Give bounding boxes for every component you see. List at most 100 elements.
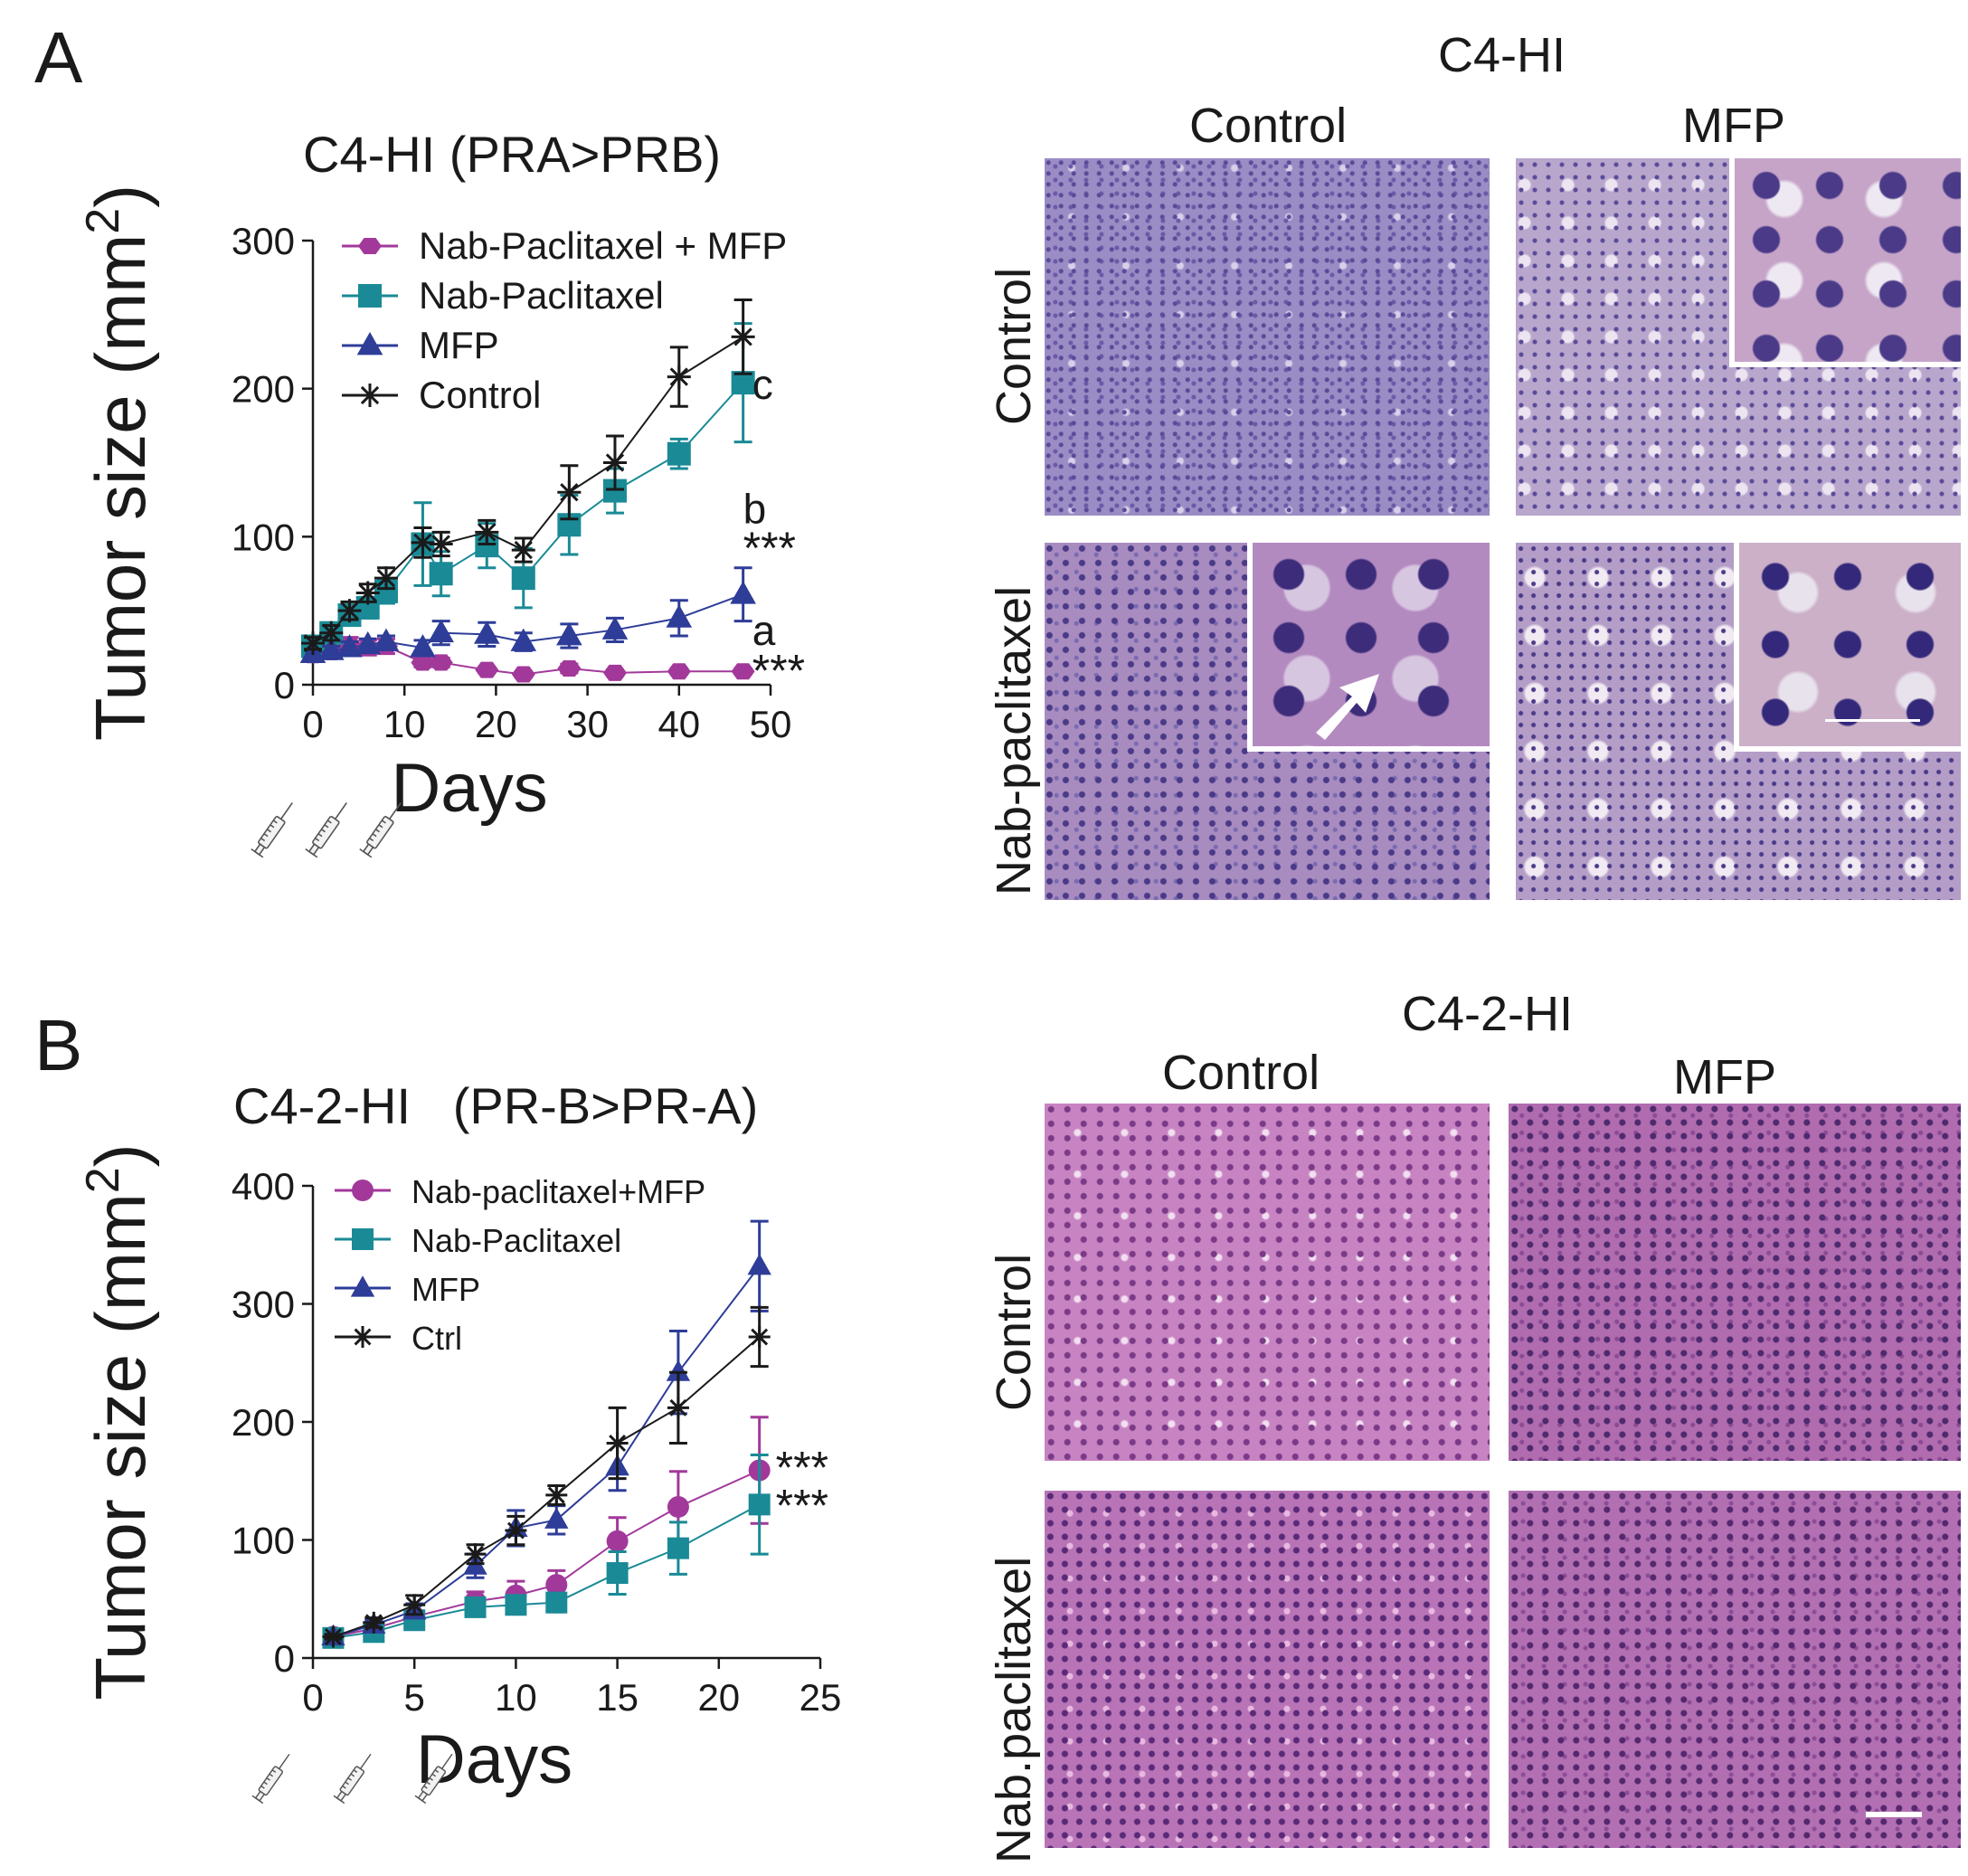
legend-item: MFP — [335, 1271, 480, 1308]
y-tick-label: 100 — [232, 1520, 295, 1562]
micrograph-b-nab-control — [1045, 1491, 1490, 1848]
y-axis-label: Tumor size (mm2) — [77, 1143, 160, 1700]
legend-label: MFP — [419, 324, 499, 366]
data-point — [374, 566, 398, 591]
data-point — [411, 654, 435, 671]
histology-a-col-label-control: Control — [1189, 99, 1348, 153]
data-point — [731, 325, 755, 349]
legend-marker — [352, 1326, 374, 1348]
data-point — [606, 1432, 629, 1454]
data-point — [545, 1483, 568, 1506]
data-point — [667, 1495, 689, 1518]
data-point — [557, 660, 582, 677]
data-point — [475, 520, 499, 545]
data-point — [544, 1507, 569, 1529]
data-point — [355, 581, 380, 605]
data-point — [667, 1397, 689, 1419]
annotation: *** — [776, 1480, 828, 1530]
legend-marker — [352, 1180, 374, 1201]
micrograph-b-control-mfp — [1509, 1104, 1961, 1461]
x-tick-label: 0 — [302, 1676, 323, 1719]
micrograph-b-control-control — [1045, 1104, 1490, 1461]
data-point — [363, 1611, 385, 1634]
y-tick-label: 0 — [274, 1637, 295, 1680]
data-point — [429, 562, 453, 586]
histology-b-col-label-control: Control — [1162, 1046, 1320, 1100]
data-point — [410, 634, 436, 658]
x-tick-label: 20 — [697, 1676, 740, 1719]
legend-item: Nab-paclitaxel+MFP — [335, 1173, 705, 1210]
data-point — [556, 622, 582, 646]
syringe-icon — [359, 802, 402, 858]
axes — [302, 239, 772, 696]
data-point — [511, 566, 535, 591]
data-point — [355, 630, 382, 655]
histology-b: C4-2-HI Control MFP Control Nab.paclitax… — [977, 941, 1968, 1876]
scale-bar — [1825, 719, 1920, 722]
scale-bar — [1866, 1812, 1922, 1817]
x-tick-label: 40 — [658, 703, 700, 745]
data-point — [473, 621, 500, 644]
micrograph-a-nab-mfp-inset — [1734, 543, 1961, 752]
y-tick-label: 200 — [232, 1401, 295, 1444]
x-tick-label: 10 — [383, 703, 426, 745]
data-point — [666, 1360, 691, 1381]
data-point — [731, 663, 755, 680]
series-2 — [299, 566, 756, 664]
y-tick-label: 400 — [232, 1165, 295, 1208]
legend-label: Ctrl — [412, 1320, 462, 1357]
data-point — [475, 661, 499, 678]
legend-label: Nab-paclitaxel+MFP — [412, 1173, 705, 1210]
axes — [302, 1184, 822, 1669]
x-axis-label: Days — [416, 1721, 572, 1798]
legend-marker — [352, 1228, 374, 1250]
legend-item: Nab-Paclitaxel — [342, 274, 664, 317]
chart-b: 0 5 10 15 20 25 0 100 200 300 400 Days Tumor size (m… — [77, 1143, 841, 1805]
annotation: *** — [752, 646, 805, 696]
annotation: a — [752, 607, 776, 654]
panel-letter-a: A — [34, 17, 83, 98]
data-point — [429, 654, 453, 671]
legend-marker — [358, 384, 382, 407]
annotation: b — [743, 486, 767, 533]
histology-b-col-label-mfp: MFP — [1673, 1050, 1776, 1104]
legend-label: MFP — [412, 1271, 480, 1308]
histology-a-col-label-mfp: MFP — [1682, 99, 1785, 153]
histology-a-title: C4-HI — [1438, 28, 1566, 82]
histology-b-title: C4-2-HI — [1402, 987, 1574, 1041]
y-axis-label: Tumor size (mm2) — [77, 185, 160, 741]
y-tick-label: 100 — [232, 516, 295, 558]
arrow-icon — [1316, 674, 1379, 740]
micrograph-a-nab-mfp — [1516, 543, 1961, 900]
syringe-icon — [251, 1753, 290, 1805]
data-point — [403, 1594, 426, 1616]
legend-marker — [356, 332, 383, 355]
x-tick-label: 5 — [404, 1676, 425, 1719]
micrograph-a-control-control — [1045, 158, 1490, 516]
data-point — [606, 1562, 629, 1585]
chart-a-title: C4-HI (PRA>PRB) — [303, 126, 722, 183]
data-point — [666, 604, 693, 628]
annotation: *** — [776, 1443, 828, 1493]
data-point — [429, 532, 453, 556]
annotation: c — [752, 361, 773, 408]
data-point — [601, 616, 629, 640]
micrograph-a-nab-inset — [1247, 543, 1490, 752]
data-point — [747, 1253, 771, 1275]
data-point — [603, 664, 627, 681]
syringe-icon — [333, 1753, 372, 1805]
data-point — [511, 538, 535, 563]
data-point — [464, 1596, 487, 1618]
series-3 — [301, 298, 755, 656]
data-point — [606, 1530, 629, 1552]
data-point — [667, 365, 691, 389]
legend-label: Nab-Paclitaxel — [419, 274, 664, 317]
histology-a: C4-HI Control MFP Control Nab-paclitaxel — [977, 0, 1968, 941]
data-point — [545, 1591, 568, 1614]
x-tick-label: 20 — [475, 703, 517, 745]
annotation: *** — [743, 523, 796, 573]
legend-item: MFP — [342, 324, 499, 366]
data-point — [748, 1493, 771, 1516]
legend-marker — [358, 238, 382, 254]
